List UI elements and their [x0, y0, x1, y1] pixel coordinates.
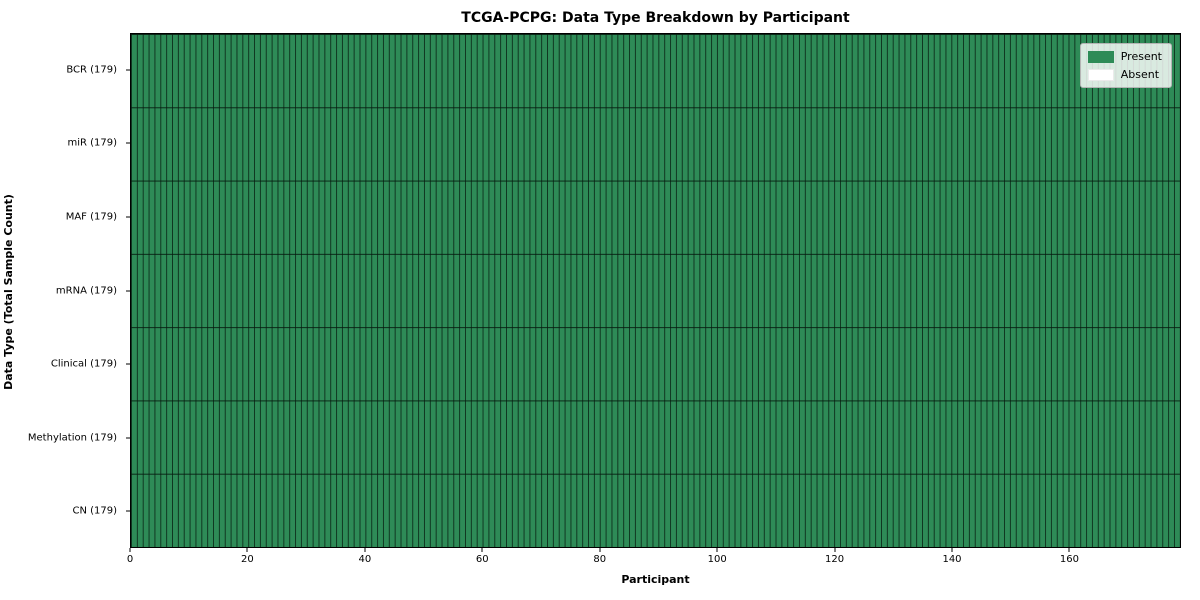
legend-label-present: Present	[1120, 50, 1162, 63]
x-axis-title: Participant	[621, 573, 690, 586]
legend-entry-present: Present	[1087, 50, 1162, 63]
y-axis-tick-labels: BCR (179) miR (179) MAF (179) mRNA (179)…	[0, 33, 124, 548]
x-tick-label-160: 160	[1059, 554, 1079, 565]
x-tick-mark	[951, 548, 953, 552]
x-axis-tick-labels: 0 20 40 60 80 100 120 140 160	[126, 554, 1181, 567]
legend: Present Absent	[1079, 43, 1172, 88]
x-tick-mark	[481, 548, 483, 552]
heatmap-plot-area: Present Absent	[130, 33, 1181, 548]
x-tick-label-20: 20	[241, 554, 254, 565]
x-tick-mark	[364, 548, 366, 552]
x-tick-mark	[129, 548, 131, 552]
x-tick-label-140: 140	[942, 554, 962, 565]
x-tick-label-60: 60	[475, 554, 489, 565]
y-tick-label-cn: CN (179)	[72, 505, 117, 517]
y-tick-mark	[126, 69, 130, 71]
x-tick-label-0: 0	[126, 554, 134, 565]
y-tick-label-mrna: mRNA (179)	[55, 285, 117, 296]
y-tick-mark	[126, 290, 130, 291]
x-tick-label-100: 100	[707, 554, 727, 565]
y-tick-mark	[126, 437, 130, 439]
x-tick-mark	[1068, 548, 1070, 552]
y-axis-tick-marks	[126, 33, 130, 548]
x-tick-mark	[599, 548, 601, 552]
y-tick-mark	[126, 363, 130, 365]
x-axis-tick-marks	[129, 548, 1181, 552]
y-tick-mark	[126, 510, 130, 512]
x-tick-label-40: 40	[358, 554, 372, 565]
y-tick-label-mir: miR (179)	[67, 137, 117, 149]
y-tick-label-clinical: Clinical (179)	[50, 358, 117, 370]
y-tick-label-bcr: BCR (179)	[66, 64, 117, 76]
x-tick-mark	[716, 548, 718, 552]
y-tick-label-maf: MAF (179)	[65, 211, 117, 223]
x-tick-label-80: 80	[593, 554, 607, 565]
y-tick-label-methylation: Methylation (179)	[27, 432, 117, 444]
x-tick-mark	[834, 548, 836, 552]
legend-label-absent: Absent	[1120, 68, 1160, 81]
present-swatch-icon	[1087, 50, 1114, 63]
y-tick-mark	[126, 142, 130, 144]
absent-swatch-icon	[1087, 68, 1114, 81]
x-tick-mark	[246, 548, 248, 552]
legend-entry-absent: Absent	[1087, 68, 1162, 81]
y-tick-mark	[126, 216, 130, 218]
chart-title: TCGA-PCPG: Data Type Breakdown by Partic…	[461, 10, 850, 26]
x-tick-label-120: 120	[825, 554, 845, 565]
